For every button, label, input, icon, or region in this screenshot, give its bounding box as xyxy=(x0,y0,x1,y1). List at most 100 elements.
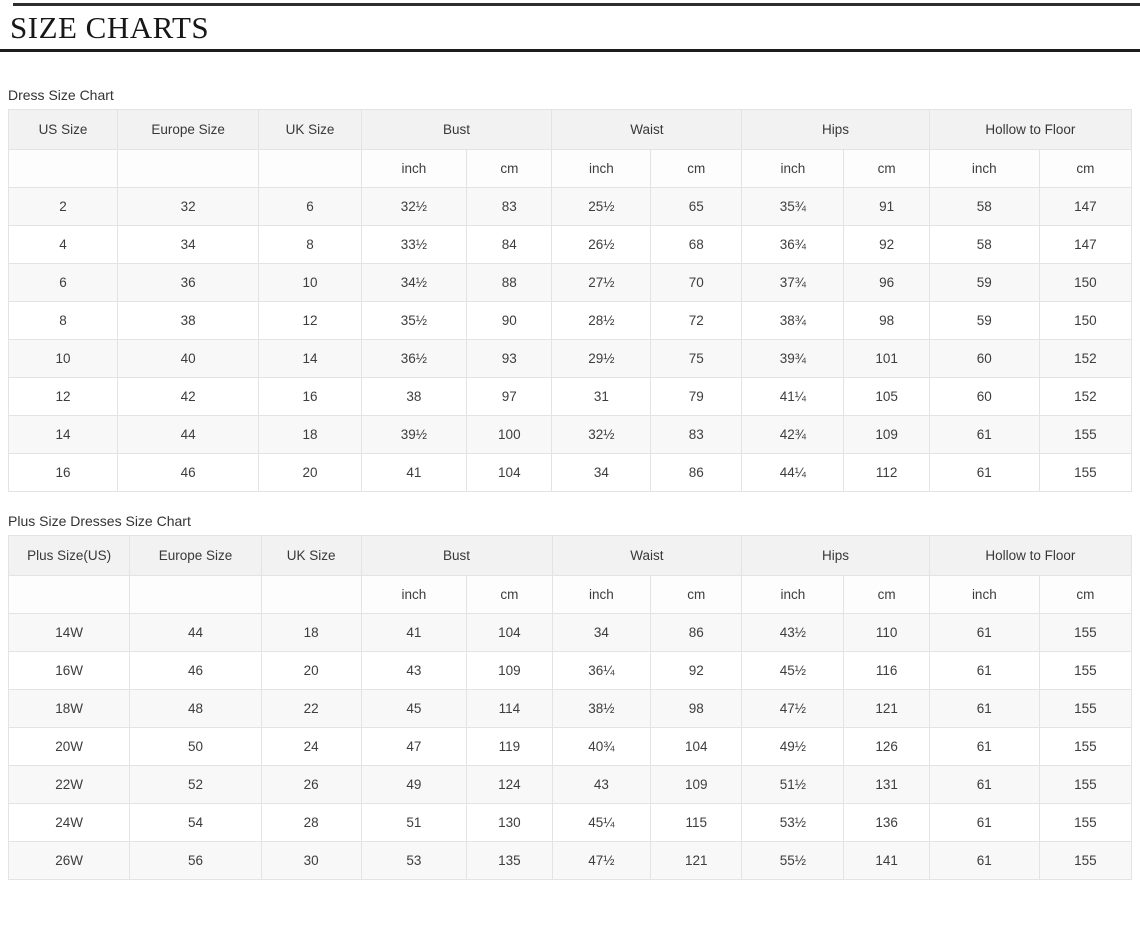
dress-size-table: US Size Europe Size UK Size Bust Waist Hips Ho… xyxy=(8,109,1133,492)
unit-header: inch xyxy=(928,149,1040,188)
table-cell: 155 xyxy=(1038,651,1133,690)
unit-header: cm xyxy=(843,575,930,614)
table-cell: 36½ xyxy=(360,339,468,378)
table-cell: 101 xyxy=(843,339,930,378)
table-cell: 61 xyxy=(928,803,1040,842)
unit-header: cm xyxy=(650,149,743,188)
table-cell: 41 xyxy=(360,453,468,492)
table-cell: 31 xyxy=(551,377,652,416)
table-row: 6 36 10 34½ 88 27½ 70 37¾ 96 59 150 xyxy=(8,263,1133,302)
table-cell: 48 xyxy=(129,689,262,728)
table-cell: 20W xyxy=(7,727,131,766)
table-cell: 55½ xyxy=(741,841,845,880)
table-cell: 109 xyxy=(650,765,743,804)
table-cell: 97 xyxy=(466,377,553,416)
table-row: 22W 52 26 49 124 43 109 51½ 131 61 155 xyxy=(7,765,1133,804)
table-cell: 53½ xyxy=(741,803,845,842)
unit-header-row: inch cm inch cm inch cm inch cm xyxy=(7,575,1133,614)
table-cell: 51 xyxy=(360,803,468,842)
column-header: Waist xyxy=(551,109,743,150)
table-cell: 155 xyxy=(1038,765,1133,804)
table-cell: 4 xyxy=(8,225,118,264)
table-cell: 72 xyxy=(650,301,743,340)
table-row: 2 32 6 32½ 83 25½ 65 35¾ 91 58 147 xyxy=(8,187,1133,226)
table-cell: 24W xyxy=(7,803,131,842)
table-cell: 43 xyxy=(551,765,652,804)
column-header: Bust xyxy=(360,535,553,576)
table-cell: 112 xyxy=(843,453,930,492)
table-cell: 49½ xyxy=(741,727,845,766)
table-cell: 32 xyxy=(116,187,260,226)
unit-header: cm xyxy=(466,149,553,188)
size-charts-content: Dress Size Chart US Size Europe Size UK Si… xyxy=(0,87,1140,880)
unit-header: inch xyxy=(741,149,845,188)
table-cell: 38 xyxy=(116,301,260,340)
unit-header: inch xyxy=(551,149,652,188)
table-cell: 32½ xyxy=(551,415,652,454)
table-cell: 116 xyxy=(843,651,930,690)
table-cell: 124 xyxy=(466,765,553,804)
empty-subheader-cell xyxy=(260,575,362,614)
table-cell: 84 xyxy=(466,225,553,264)
table-cell: 24 xyxy=(260,727,362,766)
table-cell: 26 xyxy=(260,765,362,804)
table-cell: 155 xyxy=(1038,803,1133,842)
table-cell: 16 xyxy=(8,453,118,492)
table-cell: 53 xyxy=(360,841,468,880)
table-cell: 42¾ xyxy=(741,415,845,454)
table-cell: 47½ xyxy=(741,689,845,728)
unit-header: cm xyxy=(843,149,930,188)
empty-subheader-cell xyxy=(116,149,260,188)
table-cell: 35½ xyxy=(360,301,468,340)
unit-header: cm xyxy=(1038,149,1133,188)
table-cell: 147 xyxy=(1038,225,1133,264)
page-header: SIZE CHARTS xyxy=(0,0,1140,52)
table-cell: 26½ xyxy=(551,225,652,264)
column-header: Bust xyxy=(360,109,553,150)
table-cell: 105 xyxy=(843,377,930,416)
table-cell: 98 xyxy=(843,301,930,340)
table-cell: 49 xyxy=(360,765,468,804)
table-cell: 45½ xyxy=(741,651,845,690)
column-header: Europe Size xyxy=(129,535,262,576)
header-row: US Size Europe Size UK Size Bust Waist Hips Ho… xyxy=(8,109,1133,150)
table-cell: 121 xyxy=(843,689,930,728)
table-cell: 39¾ xyxy=(741,339,845,378)
column-header: Hips xyxy=(741,109,930,150)
table-cell: 44 xyxy=(129,613,262,652)
table-cell: 88 xyxy=(466,263,553,302)
table-cell: 86 xyxy=(650,453,743,492)
table-cell: 83 xyxy=(466,187,553,226)
table-cell: 34 xyxy=(551,613,652,652)
table-cell: 119 xyxy=(466,727,553,766)
table-cell: 38¾ xyxy=(741,301,845,340)
title-divider xyxy=(0,49,1140,52)
header-row: Plus Size(US) Europe Size UK Size Bust Waist… xyxy=(7,535,1133,576)
table-cell: 58 xyxy=(928,187,1040,226)
empty-subheader-cell xyxy=(8,149,118,188)
table-row: 14W 44 18 41 104 34 86 43½ 110 61 155 xyxy=(7,613,1133,652)
table-cell: 10 xyxy=(8,339,118,378)
table-cell: 91 xyxy=(843,187,930,226)
table-cell: 41¼ xyxy=(741,377,845,416)
table-cell: 59 xyxy=(928,263,1040,302)
table-row: 16 46 20 41 104 34 86 44¼ 112 61 155 xyxy=(8,453,1133,492)
table-cell: 68 xyxy=(650,225,743,264)
table-cell: 43 xyxy=(360,651,468,690)
table-cell: 25½ xyxy=(551,187,652,226)
table-cell: 60 xyxy=(928,339,1040,378)
table-cell: 61 xyxy=(928,613,1040,652)
empty-subheader-cell xyxy=(258,149,362,188)
table-cell: 110 xyxy=(843,613,930,652)
table-cell: 61 xyxy=(928,841,1040,880)
table-cell: 93 xyxy=(466,339,553,378)
table-cell: 16W xyxy=(7,651,131,690)
table-cell: 22W xyxy=(7,765,131,804)
unit-header: cm xyxy=(1038,575,1133,614)
table-cell: 26W xyxy=(7,841,131,880)
column-header: Hips xyxy=(741,535,930,576)
table-row: 12 42 16 38 97 31 79 41¼ 105 60 152 xyxy=(8,377,1133,416)
table-cell: 39½ xyxy=(360,415,468,454)
column-header: US Size xyxy=(8,109,118,150)
table-cell: 96 xyxy=(843,263,930,302)
